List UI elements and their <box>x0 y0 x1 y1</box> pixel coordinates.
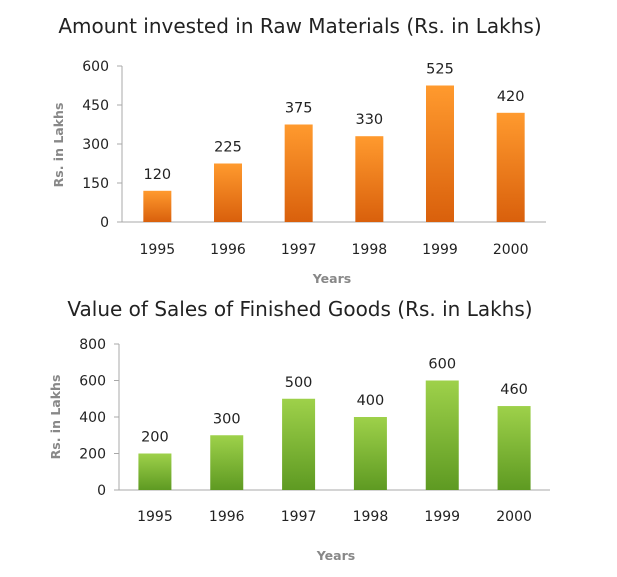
data-label-1997: 375 <box>285 101 313 117</box>
y-tick-label: 0 <box>100 215 109 231</box>
y-tick-label: 200 <box>79 447 106 463</box>
x-tick-labels: 1995 1996 1997 1998 1999 2000 <box>137 509 532 525</box>
bar-1998 <box>353 417 387 490</box>
bar-1997 <box>282 398 316 490</box>
data-label-2000: 460 <box>500 382 528 398</box>
data-label-1995: 200 <box>141 430 169 446</box>
y-axis-title: Rs. in Lakhs <box>48 375 63 460</box>
x-tick-label-2000: 2000 <box>496 509 532 525</box>
data-label-1995: 120 <box>143 167 171 183</box>
data-label-1998: 330 <box>355 112 383 128</box>
y-tick-labels: 0 150 300 450 600 <box>82 59 122 231</box>
raw-materials-chart: Amount invested in Raw Materials (Rs. in… <box>51 14 546 286</box>
data-label-1999: 600 <box>428 357 456 373</box>
bars <box>138 380 531 490</box>
x-tick-label-1995: 1995 <box>137 509 173 525</box>
bar-1997 <box>284 124 313 222</box>
y-tick-label: 450 <box>82 98 109 114</box>
x-tick-label-1997: 1997 <box>281 509 317 525</box>
bar-2000 <box>497 406 531 490</box>
x-tick-label-1999: 1999 <box>424 509 460 525</box>
x-tick-label-1997: 1997 <box>281 242 317 258</box>
data-label-1999: 525 <box>426 62 454 78</box>
x-tick-label-1999: 1999 <box>422 242 458 258</box>
y-tick-label: 400 <box>79 410 106 426</box>
x-tick-labels: 1995 1996 1997 1998 1999 2000 <box>140 242 529 258</box>
y-tick-label: 150 <box>82 176 109 192</box>
x-tick-label-1998: 1998 <box>352 242 388 258</box>
data-label-1998: 400 <box>357 393 385 409</box>
bar-1999 <box>426 85 454 222</box>
bar-1998 <box>355 136 384 222</box>
data-labels: 120 225 375 330 525 420 <box>143 62 524 183</box>
bar-1996 <box>210 435 244 490</box>
data-label-1996: 225 <box>214 140 242 156</box>
data-label-2000: 420 <box>497 89 525 105</box>
y-tick-label: 300 <box>82 137 109 153</box>
bar-1995 <box>138 453 172 490</box>
bar-1996 <box>214 163 242 222</box>
x-tick-label-1996: 1996 <box>210 242 246 258</box>
x-tick-label-1996: 1996 <box>209 509 245 525</box>
x-tick-label-1995: 1995 <box>140 242 176 258</box>
y-tick-label: 0 <box>97 483 106 499</box>
x-tick-label-2000: 2000 <box>493 242 529 258</box>
y-tick-label: 600 <box>79 374 106 390</box>
bar-1995 <box>143 190 172 222</box>
bars <box>143 85 525 222</box>
data-label-1997: 500 <box>285 375 313 391</box>
x-axis-title: Years <box>312 271 351 286</box>
data-label-1996: 300 <box>213 411 241 427</box>
x-tick-label-1998: 1998 <box>353 509 389 525</box>
y-axis-title: Rs. in Lakhs <box>51 103 66 188</box>
data-labels: 200 300 500 400 600 460 <box>141 357 528 446</box>
bar-1999 <box>425 380 459 490</box>
chart-title: Value of Sales of Finished Goods (Rs. in… <box>67 297 532 321</box>
finished-goods-sales-chart: Value of Sales of Finished Goods (Rs. in… <box>48 297 550 563</box>
chart-title: Amount invested in Raw Materials (Rs. in… <box>58 14 541 38</box>
y-tick-labels: 0 200 400 600 800 <box>79 337 119 499</box>
y-tick-label: 600 <box>82 59 109 75</box>
y-tick-label: 800 <box>79 337 106 353</box>
x-axis-title: Years <box>316 548 355 563</box>
bar-2000 <box>496 112 525 222</box>
